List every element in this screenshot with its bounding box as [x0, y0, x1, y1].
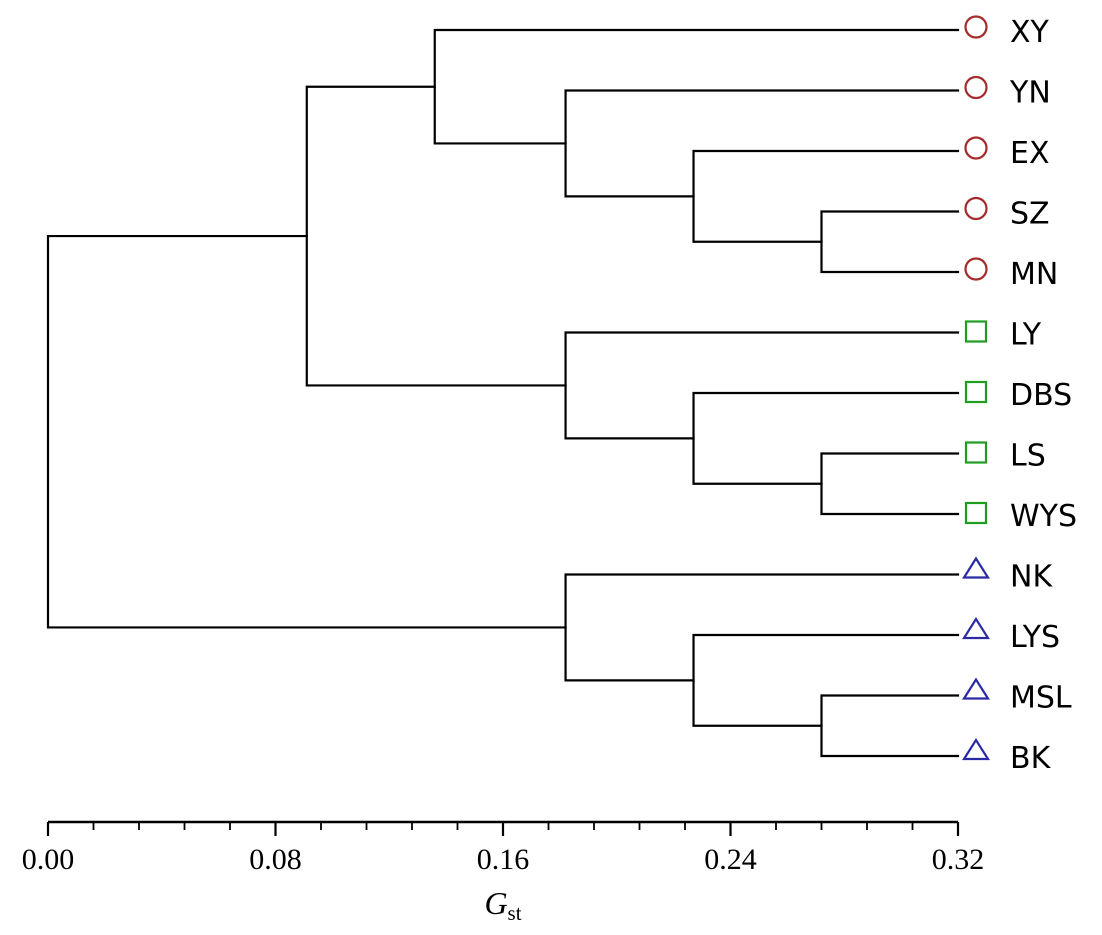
x-axis-minor-ticks [92, 822, 914, 830]
branch-n_ly [564, 331, 960, 440]
leaf-label-lys: LYS [1010, 620, 1060, 655]
branch-n_lys [692, 633, 960, 727]
marker-square-ly [964, 320, 988, 343]
branch-n_nk [564, 573, 960, 682]
marker-triangle-msl [962, 677, 990, 700]
marker-triangle-nk [962, 556, 990, 579]
leaf-label-ls: LS [1010, 439, 1046, 474]
leaf-label-xy: XY [1010, 15, 1050, 50]
branch-n_west [305, 85, 567, 387]
marker-triangle-bk [962, 737, 990, 761]
x-axis-tick-labels: 0.00 0.08 0.16 0.24 0.32 [22, 843, 985, 876]
marker-circle-yn [964, 75, 988, 100]
branch-n_sz_mn [820, 210, 960, 274]
leaf-label-sz: SZ [1010, 197, 1050, 232]
x-axis-major-ticks [46, 822, 960, 836]
branch-root [46, 234, 567, 629]
leaf-labels: XY YN EX SZ MN LY DBS LS WYS NK LYS MSL BK [1009, 15, 1077, 776]
marker-circle-xy [964, 15, 988, 39]
leaf-label-mn: MN [1010, 257, 1058, 292]
branch-n_dbs [692, 391, 960, 485]
leaf-markers [962, 15, 990, 761]
marker-square-dbs [964, 380, 988, 404]
x-axis-tick-label: 0.16 [477, 843, 530, 876]
x-axis: 0.00 0.08 0.16 0.24 0.32 Gst [22, 820, 985, 925]
branch-n_ls_wys [820, 452, 960, 516]
leaf-label-nk: NK [1010, 560, 1053, 595]
leaf-label-ex: EX [1010, 136, 1050, 171]
branch-n_yn [564, 89, 960, 198]
branch-n_xy [433, 28, 960, 145]
marker-square-ls [964, 441, 988, 464]
marker-triangle-lys [962, 616, 990, 640]
leaf-label-wys: WYS [1010, 499, 1077, 534]
leaf-label-msl: MSL [1010, 681, 1072, 716]
x-axis-title: Gst [484, 885, 521, 925]
leaf-label-dbs: DBS [1010, 378, 1072, 413]
marker-circle-ex [964, 136, 988, 160]
marker-circle-sz [964, 196, 988, 221]
x-axis-tick-label: 0.08 [249, 843, 302, 876]
dendrogram-branches [46, 28, 960, 758]
branch-n_ex [692, 149, 960, 243]
x-axis-title-main: G [484, 885, 507, 921]
leaf-label-yn: YN [1009, 76, 1051, 111]
marker-circle-mn [964, 257, 988, 281]
leaf-label-ly: LY [1010, 318, 1042, 353]
x-axis-tick-label: 0.00 [22, 843, 75, 876]
branch-n_msl_bk [820, 694, 960, 758]
x-axis-tick-label: 0.32 [932, 843, 985, 876]
marker-square-wys [964, 501, 988, 525]
x-axis-title-subscript: st [508, 901, 522, 925]
x-axis-tick-label: 0.24 [704, 843, 757, 876]
leaf-label-bk: BK [1010, 741, 1052, 776]
